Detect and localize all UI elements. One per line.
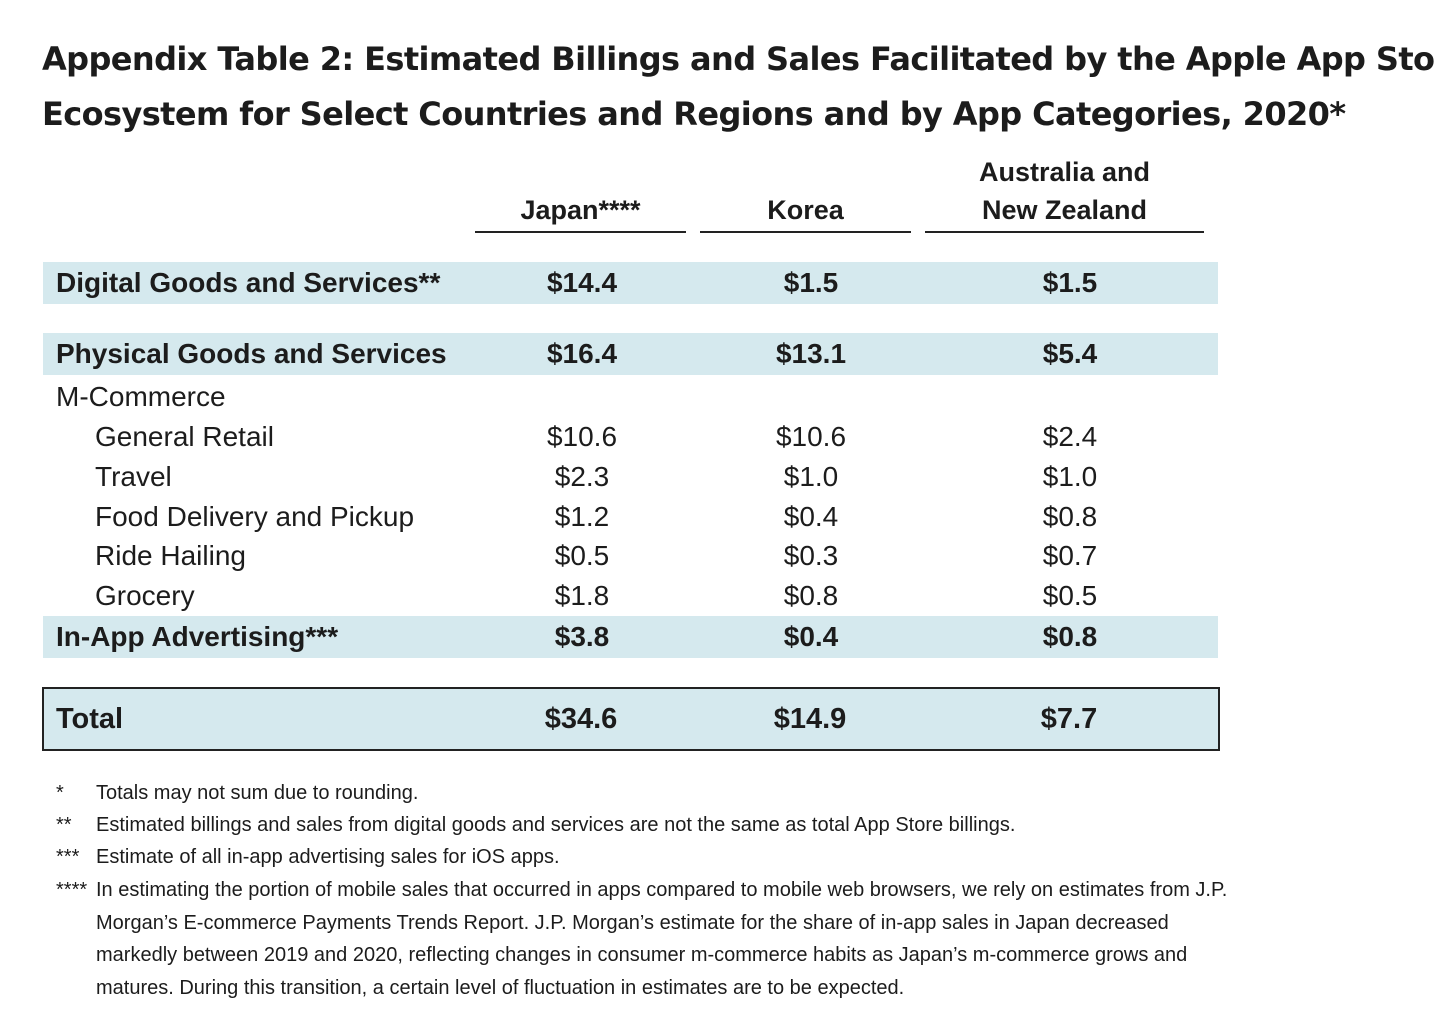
footnote-mark: ** — [56, 814, 72, 836]
footnote-mark: **** — [56, 879, 88, 901]
cell-anz: $0.7 — [1042, 540, 1098, 571]
column-header-anz-line-1: Australia and — [978, 157, 1151, 187]
table-title: Appendix Table 2: Estimated Billings and… — [42, 32, 1434, 142]
table-title-line-2: Ecosystem for Select Countries and Regio… — [42, 95, 1346, 133]
row-label: Digital Goods and Services** — [56, 267, 441, 298]
row-label: In-App Advertising*** — [56, 621, 339, 652]
cell-japan: $2.3 — [554, 461, 610, 492]
cell-korea: $0.3 — [783, 540, 839, 571]
table-row-food-delivery: Food Delivery and Pickup $1.2 $0.4 $0.8 — [43, 496, 1218, 538]
cell-korea: $1.5 — [783, 267, 839, 298]
footnote-2: ** Estimated billings and sales from dig… — [56, 809, 1236, 842]
cell-anz: $0.5 — [1042, 580, 1098, 611]
total-korea: $14.9 — [773, 703, 847, 735]
row-label: Ride Hailing — [95, 540, 246, 571]
table-row-grocery: Grocery $1.8 $0.8 $0.5 — [43, 575, 1218, 617]
total-japan: $34.6 — [544, 703, 618, 735]
row-label: Travel — [95, 461, 172, 492]
table-row-digital-goods: Digital Goods and Services** $14.4 $1.5 … — [43, 262, 1218, 304]
table-row-physical-goods: Physical Goods and Services $16.4 $13.1 … — [43, 333, 1218, 375]
cell-japan: $3.8 — [554, 621, 610, 652]
footnote-text: Estimate of all in-app advertising sales… — [96, 846, 560, 868]
row-label: Physical Goods and Services — [56, 338, 447, 369]
cell-anz: $0.8 — [1042, 501, 1098, 532]
cell-korea: $0.8 — [783, 580, 839, 611]
cell-anz: $0.8 — [1042, 621, 1098, 652]
cell-korea: $13.1 — [775, 338, 847, 369]
column-header-australia-new-zealand: Australia and New Zealand — [925, 153, 1204, 233]
footnote-text: Totals may not sum due to rounding. — [96, 782, 419, 804]
table-row-general-retail: General Retail $10.6 $10.6 $2.4 — [43, 416, 1218, 458]
cell-korea: $1.0 — [783, 461, 839, 492]
footnote-1: * Totals may not sum due to rounding. — [56, 777, 1236, 810]
cell-anz: $1.5 — [1042, 267, 1098, 298]
footnote-mark: * — [56, 782, 64, 804]
footnote-text: In estimating the portion of mobile sale… — [96, 879, 1228, 999]
cell-anz: $5.4 — [1042, 338, 1098, 369]
row-label: General Retail — [95, 421, 274, 452]
column-header-korea-line-2: Korea — [767, 195, 844, 225]
table-row-ride-hailing: Ride Hailing $0.5 $0.3 $0.7 — [43, 535, 1218, 577]
cell-japan: $10.6 — [546, 421, 618, 452]
column-header-korea: ​ Korea — [700, 153, 911, 233]
row-label: Food Delivery and Pickup — [95, 501, 415, 532]
cell-japan: $14.4 — [546, 267, 618, 298]
footnote-mark: *** — [56, 846, 80, 868]
cell-japan: $16.4 — [546, 338, 618, 369]
cell-japan: $0.5 — [554, 540, 610, 571]
table-row-total: Total $34.6 $14.9 $7.7 — [42, 687, 1220, 751]
footnote-4: **** In estimating the portion of mobile… — [56, 874, 1231, 1004]
total-anz: $7.7 — [1040, 703, 1098, 735]
column-header-anz-line-2: New Zealand — [981, 195, 1148, 225]
footnote-3: *** Estimate of all in-app advertising s… — [56, 841, 1236, 874]
column-header-korea-line-1: ​ — [700, 153, 911, 191]
table-row-m-commerce: M-Commerce — [43, 376, 1218, 418]
table-title-line-1: Appendix Table 2: Estimated Billings and… — [42, 40, 1434, 78]
column-header-japan-line-2: Japan**** — [520, 195, 641, 225]
cell-japan: $1.2 — [554, 501, 610, 532]
cell-japan: $1.8 — [554, 580, 610, 611]
row-label: M-Commerce — [56, 381, 226, 412]
footnote-text: Estimated billings and sales from digita… — [96, 814, 1016, 836]
row-label: Grocery — [95, 580, 195, 611]
cell-anz: $2.4 — [1042, 421, 1098, 452]
table-row-in-app-advertising: In-App Advertising*** $3.8 $0.4 $0.8 — [43, 616, 1218, 658]
cell-anz: $1.0 — [1042, 461, 1098, 492]
column-header-japan-line-1: ​ — [475, 153, 686, 191]
table-row-travel: Travel $2.3 $1.0 $1.0 — [43, 456, 1218, 498]
cell-korea: $0.4 — [783, 621, 839, 652]
total-label: Total — [56, 703, 124, 735]
column-header-japan: ​ Japan**** — [475, 153, 686, 233]
cell-korea: $0.4 — [783, 501, 839, 532]
cell-korea: $10.6 — [775, 421, 847, 452]
